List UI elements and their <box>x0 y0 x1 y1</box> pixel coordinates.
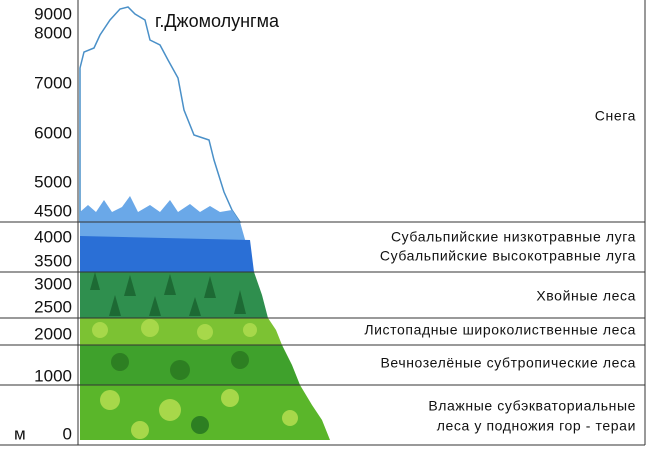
foliage-dark <box>111 351 249 434</box>
foliage <box>92 319 298 439</box>
unit-label: м <box>14 424 26 443</box>
snow-area <box>79 6 242 223</box>
mountain <box>79 6 330 440</box>
deciduous-forest <box>80 318 282 345</box>
altitude-label: 2500 <box>34 297 72 316</box>
trees <box>90 272 246 316</box>
zone-label: Хвойные леса <box>536 288 636 304</box>
altitude-label: 0 <box>63 424 72 443</box>
altitude-label: 2000 <box>34 324 72 343</box>
alpine-meadow-low <box>80 236 254 272</box>
zone-labels: Снега Субальпийские низкотравные луга Суба… <box>364 108 636 434</box>
zone-label: Снега <box>595 108 636 124</box>
altitude-label: 3500 <box>34 251 72 270</box>
altitude-label: 3000 <box>34 274 72 293</box>
zone-label: Вечнозелёные субтропические леса <box>380 355 636 371</box>
altitude-label: 6000 <box>34 123 72 142</box>
altitude-label: 7000 <box>34 73 72 92</box>
zone-label: Субальпийские высокотравные луга <box>380 248 636 264</box>
altitude-label: 9000 <box>34 4 72 23</box>
peak-label: г.Джомолунгма <box>155 11 280 31</box>
altitude-label: 4500 <box>34 201 72 220</box>
zone-label: Влажные субэкваториальные <box>428 398 636 414</box>
altitude-label: 4000 <box>34 227 72 246</box>
zone-label: Субальпийские низкотравные луга <box>391 229 636 245</box>
frame <box>0 0 646 446</box>
zone-label: леса у подножия гор - тераи <box>437 418 636 434</box>
altitude-label: 5000 <box>34 172 72 191</box>
zone-label: Листопадные широколиственные леса <box>364 322 636 338</box>
altitude-label: 1000 <box>34 366 72 385</box>
altitude-label: 8000 <box>34 23 72 42</box>
